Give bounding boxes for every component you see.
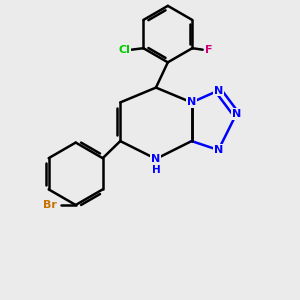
Text: N: N (187, 98, 196, 107)
Text: N: N (214, 85, 223, 96)
Text: F: F (205, 45, 212, 55)
Text: Cl: Cl (118, 45, 130, 55)
Text: Br: Br (44, 200, 57, 210)
Text: N: N (232, 109, 241, 119)
Text: N: N (151, 154, 160, 164)
Text: N: N (214, 145, 223, 155)
Text: H: H (152, 165, 160, 175)
